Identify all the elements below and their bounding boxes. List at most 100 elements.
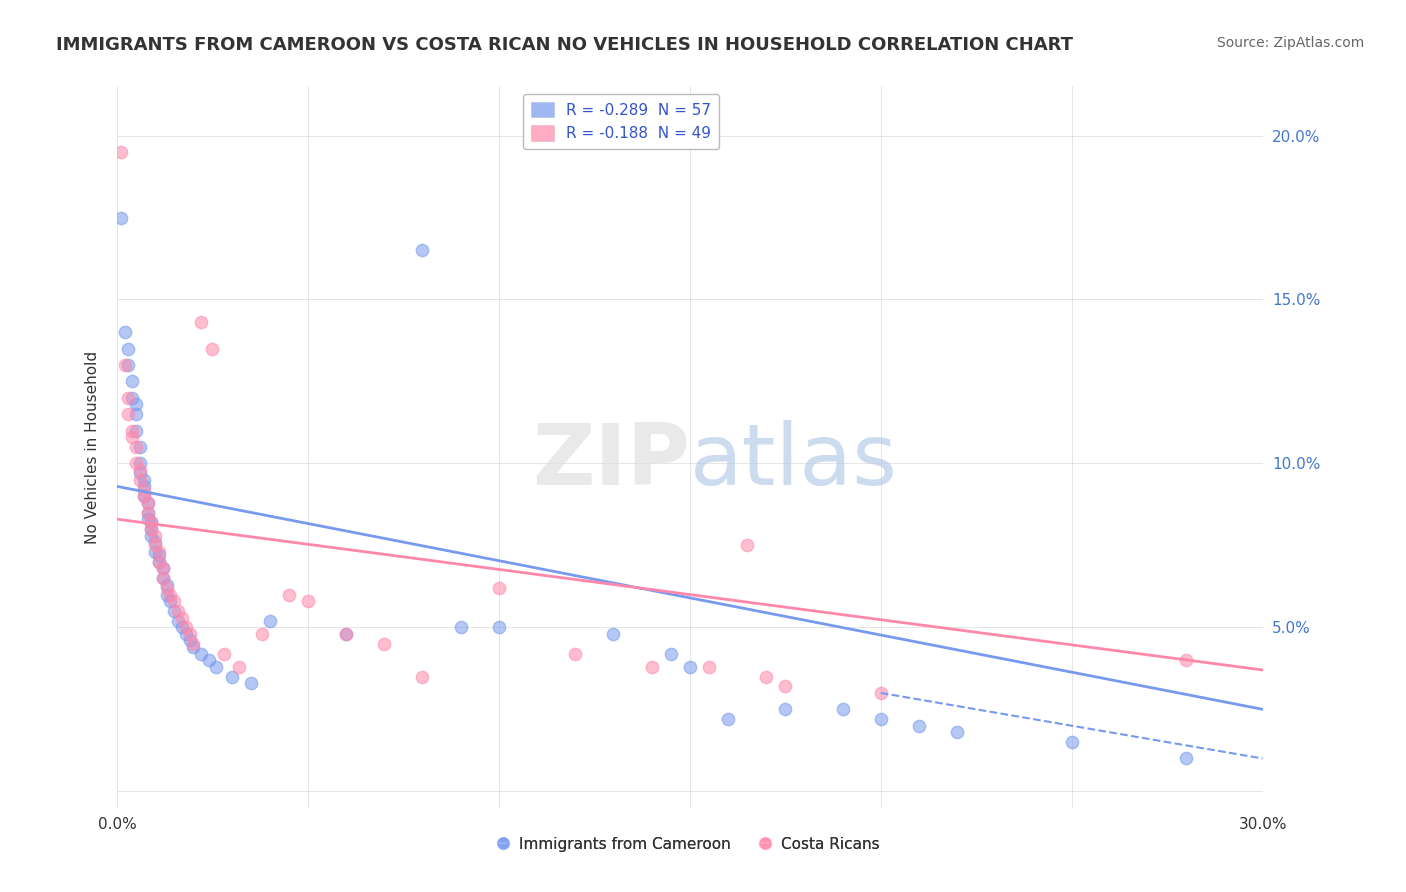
Point bbox=[148, 545, 170, 559]
Point bbox=[179, 627, 201, 641]
Point bbox=[250, 627, 273, 641]
Point bbox=[1060, 735, 1083, 749]
Text: ZIP: ZIP bbox=[531, 420, 690, 503]
Point bbox=[155, 588, 177, 602]
Point bbox=[152, 561, 174, 575]
Point bbox=[141, 516, 163, 530]
Point bbox=[136, 506, 159, 520]
Point bbox=[159, 594, 181, 608]
Point bbox=[125, 407, 148, 421]
Point bbox=[201, 342, 224, 356]
Point bbox=[136, 512, 159, 526]
Text: Source: ZipAtlas.com: Source: ZipAtlas.com bbox=[1216, 36, 1364, 50]
Point bbox=[132, 489, 155, 503]
Point bbox=[141, 528, 163, 542]
Point bbox=[697, 659, 720, 673]
Point bbox=[564, 647, 586, 661]
Point bbox=[155, 578, 177, 592]
Point bbox=[163, 594, 186, 608]
Point bbox=[159, 588, 181, 602]
Point bbox=[335, 627, 357, 641]
Point bbox=[152, 571, 174, 585]
Point bbox=[125, 424, 148, 438]
Point bbox=[1175, 653, 1198, 667]
Point bbox=[190, 647, 212, 661]
Point bbox=[411, 244, 433, 258]
Point bbox=[117, 358, 139, 372]
Point bbox=[132, 489, 155, 503]
Point bbox=[946, 725, 969, 739]
Point bbox=[831, 702, 853, 716]
Point bbox=[174, 620, 197, 634]
Point bbox=[128, 463, 150, 477]
Point bbox=[602, 627, 624, 641]
Point bbox=[212, 647, 235, 661]
Point bbox=[659, 647, 682, 661]
Point bbox=[152, 561, 174, 575]
Point bbox=[117, 342, 139, 356]
Point bbox=[136, 496, 159, 510]
Point bbox=[110, 145, 132, 159]
Point bbox=[183, 640, 205, 654]
Point bbox=[735, 538, 758, 552]
Point bbox=[775, 679, 797, 693]
Point bbox=[143, 545, 166, 559]
Point bbox=[259, 614, 281, 628]
Point bbox=[121, 391, 143, 405]
Point bbox=[128, 473, 150, 487]
Point bbox=[128, 440, 150, 454]
Point bbox=[121, 430, 143, 444]
Point bbox=[170, 620, 193, 634]
Point bbox=[148, 555, 170, 569]
Point bbox=[143, 538, 166, 552]
Point bbox=[152, 571, 174, 585]
Point bbox=[179, 633, 201, 648]
Point bbox=[239, 676, 262, 690]
Point bbox=[775, 702, 797, 716]
Point bbox=[335, 627, 357, 641]
Point bbox=[205, 659, 228, 673]
Point bbox=[869, 686, 891, 700]
Point bbox=[132, 479, 155, 493]
Point bbox=[110, 211, 132, 225]
Point bbox=[869, 712, 891, 726]
Point bbox=[143, 528, 166, 542]
Point bbox=[277, 588, 299, 602]
Point bbox=[132, 483, 155, 497]
Point bbox=[174, 627, 197, 641]
Point bbox=[132, 473, 155, 487]
Text: atlas: atlas bbox=[690, 420, 898, 503]
Point bbox=[183, 637, 205, 651]
Point bbox=[488, 620, 510, 634]
Point bbox=[190, 315, 212, 329]
Point bbox=[170, 610, 193, 624]
Point bbox=[114, 325, 136, 339]
Point bbox=[163, 604, 186, 618]
Y-axis label: No Vehicles in Household: No Vehicles in Household bbox=[86, 351, 100, 543]
Point bbox=[117, 391, 139, 405]
Point bbox=[488, 581, 510, 595]
Text: IMMIGRANTS FROM CAMEROON VS COSTA RICAN NO VEHICLES IN HOUSEHOLD CORRELATION CHA: IMMIGRANTS FROM CAMEROON VS COSTA RICAN … bbox=[56, 36, 1073, 54]
Point bbox=[221, 669, 243, 683]
Point bbox=[717, 712, 740, 726]
Point bbox=[141, 516, 163, 530]
Point bbox=[121, 375, 143, 389]
Point bbox=[167, 604, 190, 618]
Point bbox=[136, 506, 159, 520]
Point bbox=[228, 659, 250, 673]
Point bbox=[114, 358, 136, 372]
Point bbox=[141, 522, 163, 536]
Point bbox=[197, 653, 219, 667]
Point bbox=[297, 594, 319, 608]
Point bbox=[125, 440, 148, 454]
Point bbox=[148, 555, 170, 569]
Point bbox=[125, 397, 148, 411]
Point bbox=[141, 522, 163, 536]
Point bbox=[755, 669, 778, 683]
Point bbox=[640, 659, 662, 673]
Point bbox=[117, 407, 139, 421]
Point bbox=[128, 457, 150, 471]
Point bbox=[679, 659, 702, 673]
Point bbox=[121, 424, 143, 438]
Point bbox=[908, 719, 931, 733]
